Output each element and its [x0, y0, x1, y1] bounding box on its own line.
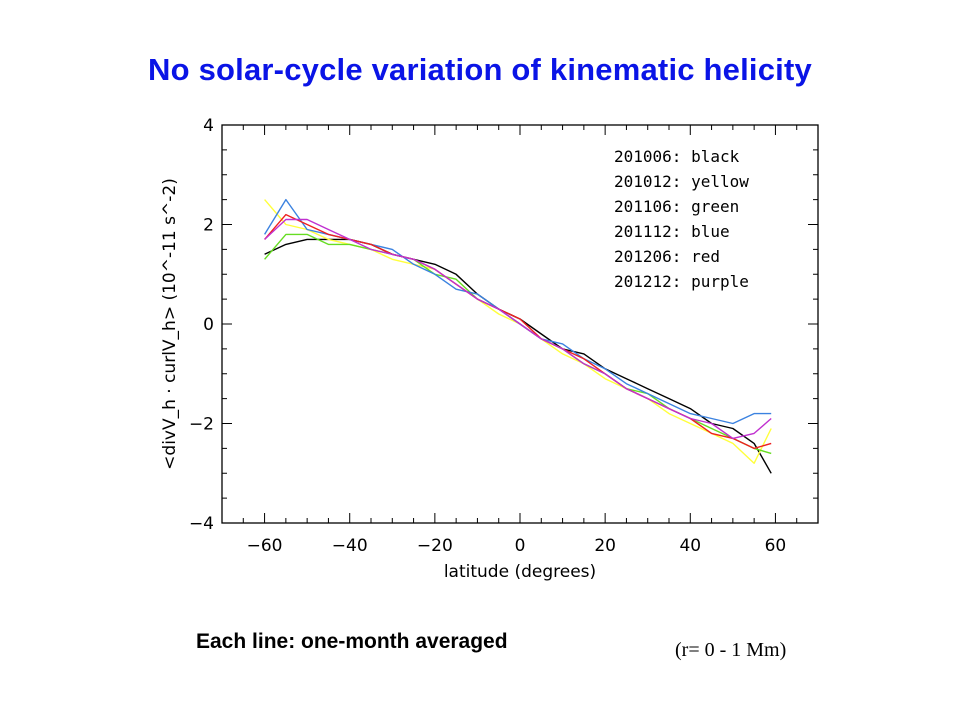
x-tick-label: 40	[679, 536, 701, 556]
series-layer	[264, 198, 772, 474]
legend-entry: 201012: yellow	[614, 172, 749, 191]
legend-entry: 201206: red	[614, 247, 720, 266]
legend: 201006: black 201012: yellow 201106: green…	[614, 147, 749, 291]
y-tick-label: 4	[203, 116, 214, 136]
slide-title: No solar-cycle variation of kinematic he…	[148, 52, 812, 87]
legend-entry: 201112: blue	[614, 222, 730, 241]
y-tick-label: −4	[189, 514, 214, 534]
y-tick-label: 0	[203, 315, 214, 335]
y-tick-label: 2	[203, 216, 214, 236]
y-axis-label: <divV_h · curlV_h> (10^-11 s^-2)	[160, 178, 180, 470]
x-tick-label: −40	[332, 536, 368, 556]
series-line-201106	[264, 233, 772, 455]
caption: Each line: one-month averaged	[196, 630, 508, 653]
x-tick-label: 0	[515, 536, 526, 556]
legend-entry: 201106: green	[614, 197, 739, 216]
axis-labels: latitude (degrees) <divV_h · curlV_h> (10…	[160, 178, 596, 582]
x-tick-label: 20	[594, 536, 616, 556]
series-line-201212	[264, 218, 772, 440]
x-tick-label: −20	[417, 536, 453, 556]
y-tick-label: −2	[189, 415, 214, 435]
x-tick-label: 60	[765, 536, 787, 556]
range-note: (r= 0 - 1 Mm)	[675, 639, 787, 661]
x-axis-label: latitude (degrees)	[444, 562, 596, 582]
legend-entry: 201212: purple	[614, 272, 749, 291]
x-tick-label: −60	[247, 536, 283, 556]
legend-entry: 201006: black	[614, 147, 740, 166]
